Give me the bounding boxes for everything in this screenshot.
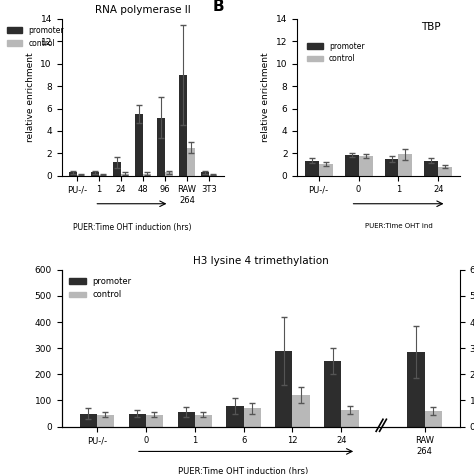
Bar <box>341 410 358 427</box>
Bar <box>384 159 399 176</box>
Bar <box>244 408 261 427</box>
Bar <box>195 415 212 427</box>
Bar <box>128 413 146 427</box>
Bar <box>358 156 373 176</box>
Bar <box>91 173 99 176</box>
Legend: promoter, control: promoter, control <box>4 23 67 51</box>
Legend: promoter, control: promoter, control <box>66 274 135 303</box>
Bar <box>121 173 128 176</box>
Bar <box>157 118 165 176</box>
Bar <box>324 361 341 427</box>
Bar <box>187 148 195 176</box>
Bar <box>438 167 452 176</box>
Text: PUER:Time OHT induction (hrs): PUER:Time OHT induction (hrs) <box>178 467 309 474</box>
Bar <box>425 411 442 427</box>
Bar <box>69 173 77 176</box>
Bar <box>319 164 333 176</box>
Bar <box>227 406 244 427</box>
Text: TBP: TBP <box>420 22 440 32</box>
Text: PUER:Time OHT ind: PUER:Time OHT ind <box>365 223 432 229</box>
Bar <box>113 162 121 176</box>
Bar <box>292 395 310 427</box>
Text: B: B <box>213 0 224 14</box>
Title: RNA polymerase II: RNA polymerase II <box>95 5 191 15</box>
Y-axis label: relative enrichment: relative enrichment <box>262 53 271 142</box>
Bar <box>97 415 114 427</box>
Bar <box>408 352 425 427</box>
Bar <box>201 173 209 176</box>
Bar <box>345 155 358 176</box>
Title: H3 lysine 4 trimethylation: H3 lysine 4 trimethylation <box>193 256 328 266</box>
Bar <box>305 161 319 176</box>
Bar <box>424 161 438 176</box>
Bar <box>99 174 107 176</box>
Bar <box>179 75 187 176</box>
Bar <box>80 413 97 427</box>
Legend: promoter, control: promoter, control <box>304 38 367 66</box>
Y-axis label: relative enrichment: relative enrichment <box>26 53 35 142</box>
Bar <box>146 415 163 427</box>
Bar <box>143 173 151 176</box>
Bar <box>399 155 412 176</box>
Bar <box>135 114 143 176</box>
Bar <box>275 351 292 427</box>
Bar <box>178 412 195 427</box>
Bar <box>77 174 84 176</box>
Bar <box>209 174 217 176</box>
Bar <box>165 173 173 176</box>
Text: PUER:Time OHT induction (hrs): PUER:Time OHT induction (hrs) <box>73 223 191 232</box>
